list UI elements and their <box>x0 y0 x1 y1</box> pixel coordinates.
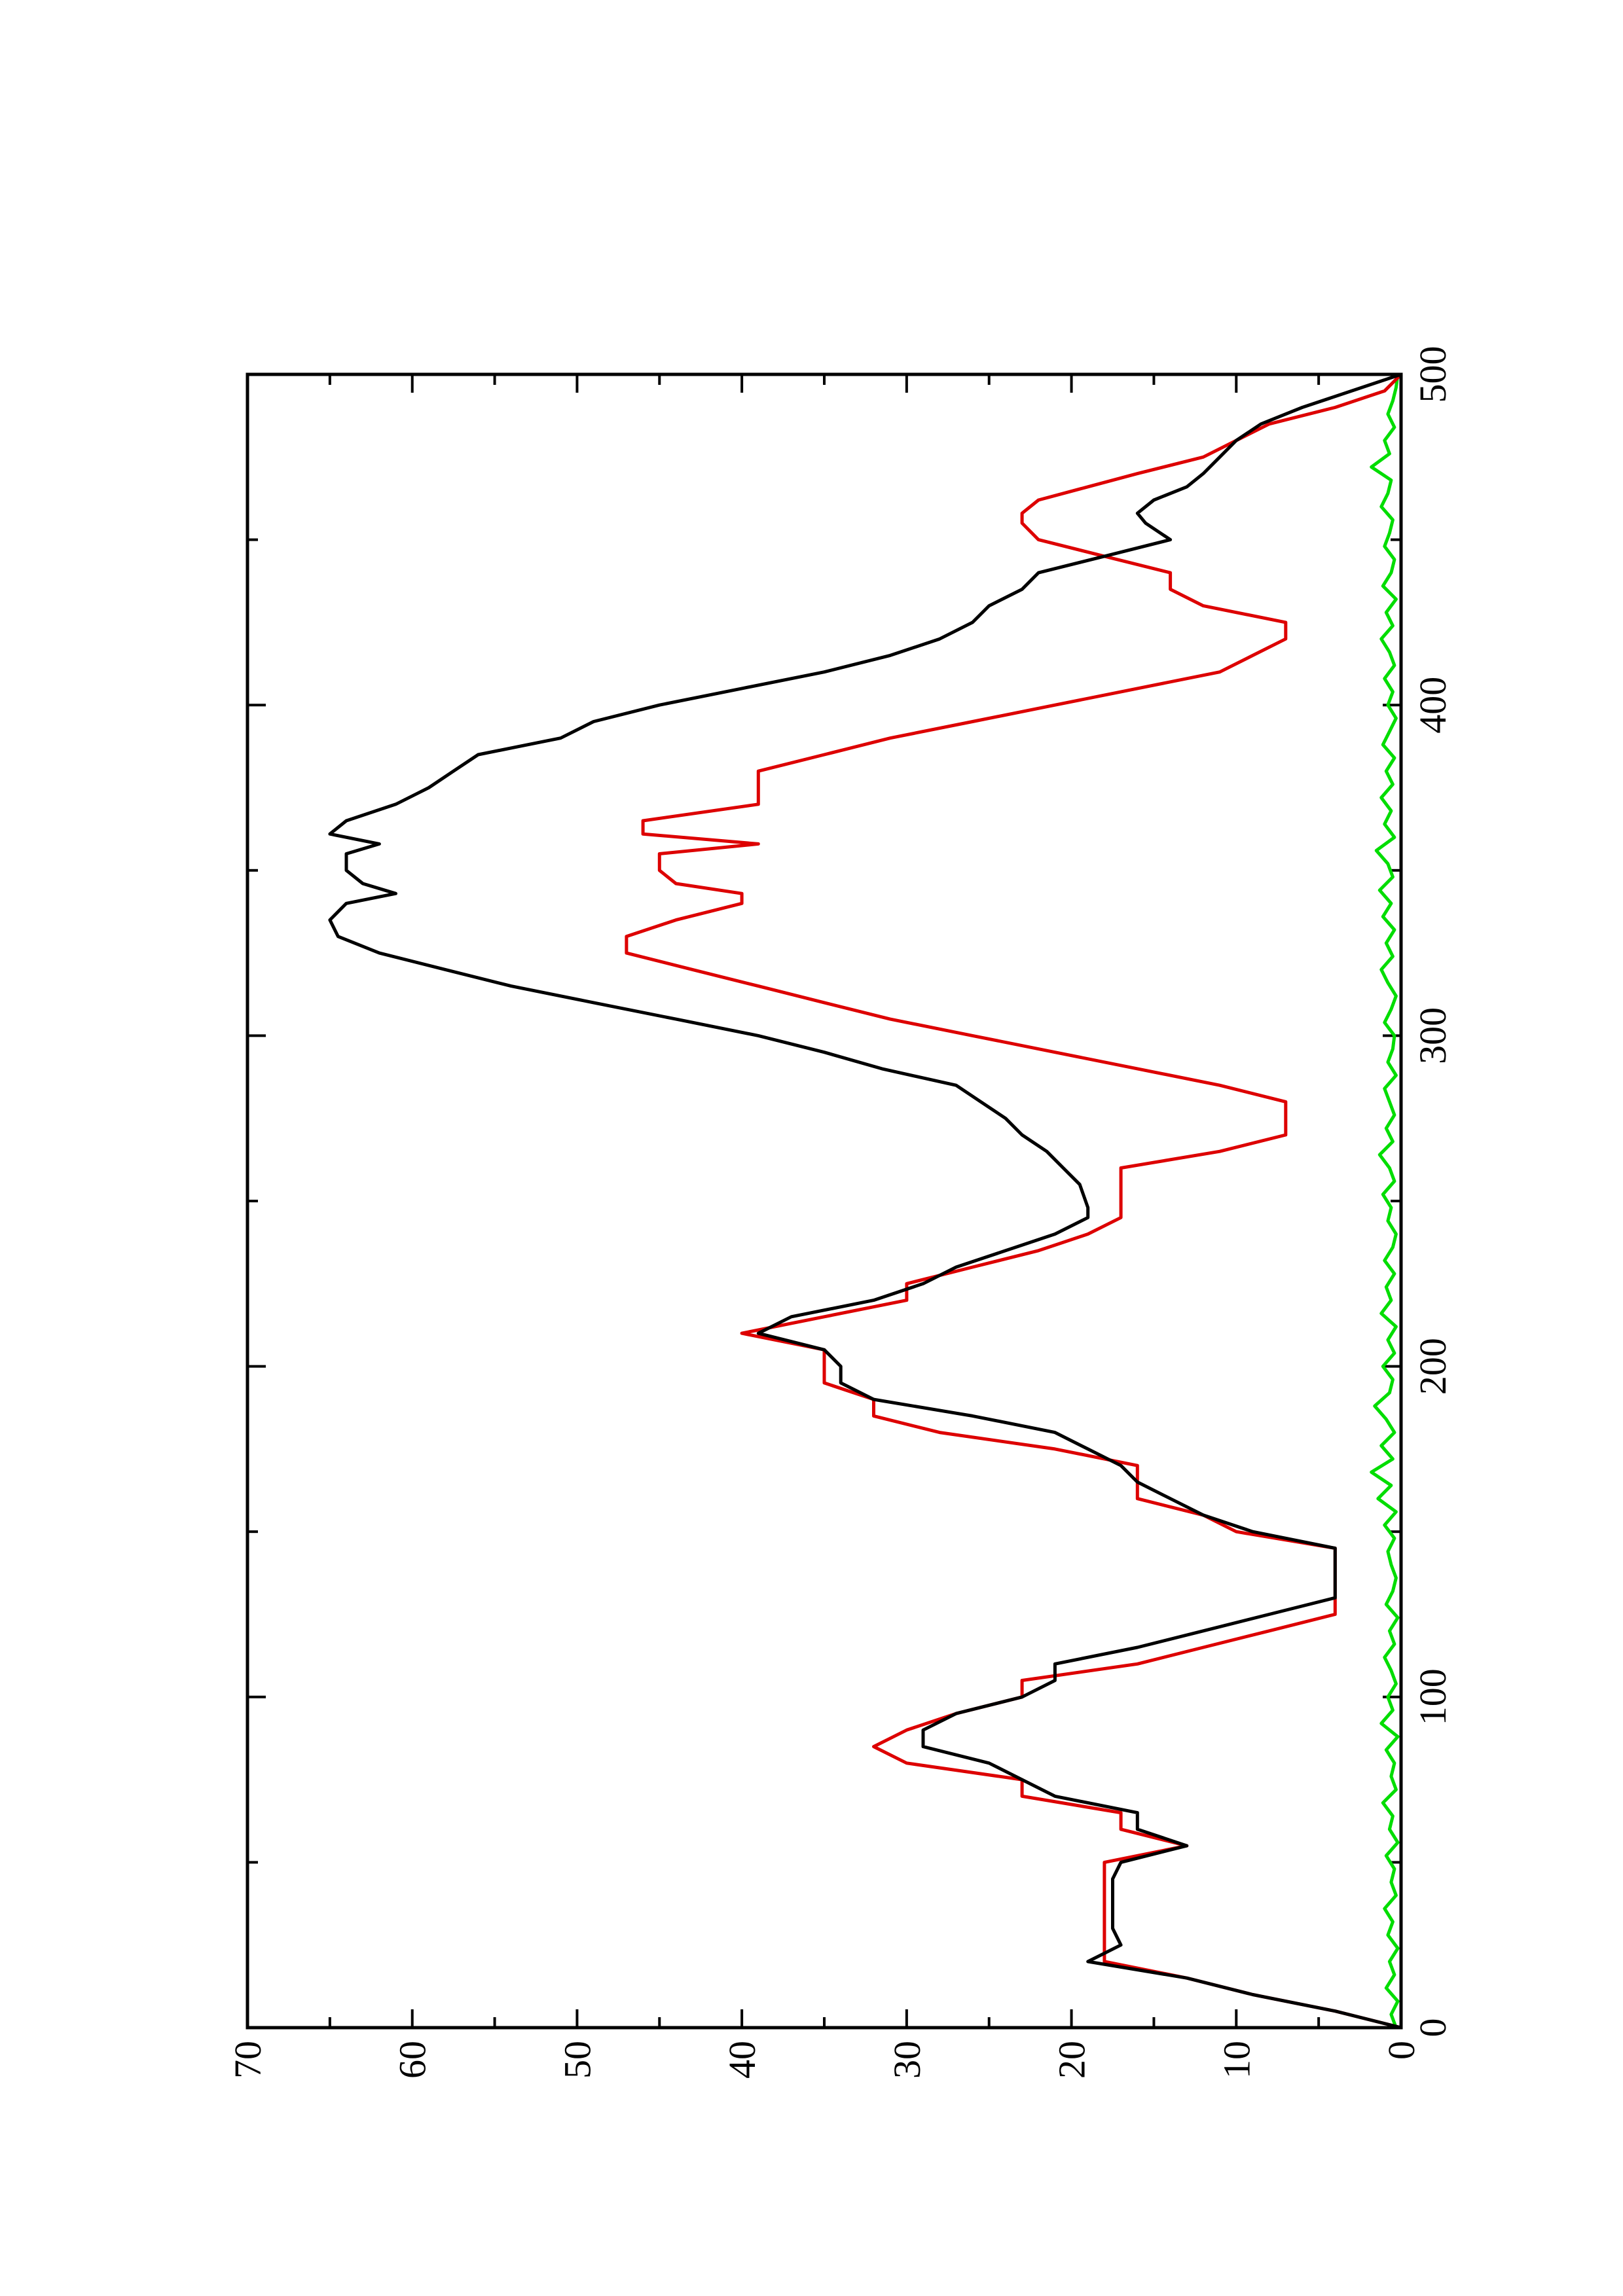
y-tick-label: 0 <box>1380 2041 1423 2060</box>
y-tick-label: 10 <box>1215 2041 1258 2079</box>
x-tick-label: 400 <box>1412 677 1454 734</box>
series-line-2 <box>1370 374 1400 2028</box>
x-tick-label: 300 <box>1412 1007 1454 1064</box>
y-tick-label: 50 <box>556 2041 598 2079</box>
series-line-0 <box>328 372 1402 2030</box>
x-tick-label: 500 <box>1412 346 1454 403</box>
x-tick-label: 200 <box>1412 1338 1454 1395</box>
chart-series <box>328 372 1402 2030</box>
y-tick-label: 60 <box>392 2041 434 2079</box>
series-line-1 <box>625 373 1402 2030</box>
tick-labels: 0 100 200 300 400 500 0 10 20 30 40 50 60 70 <box>227 346 1454 2079</box>
y-tick-label: 70 <box>227 2041 269 2079</box>
plot-frame <box>246 372 1403 2030</box>
x-tick-label: 100 <box>1412 1668 1454 1725</box>
axis-ticks <box>246 373 1402 2029</box>
y-tick-label: 30 <box>886 2041 928 2079</box>
y-tick-label: 40 <box>721 2041 763 2079</box>
x-tick-label: 0 <box>1412 2018 1454 2037</box>
y-tick-label: 20 <box>1051 2041 1093 2079</box>
